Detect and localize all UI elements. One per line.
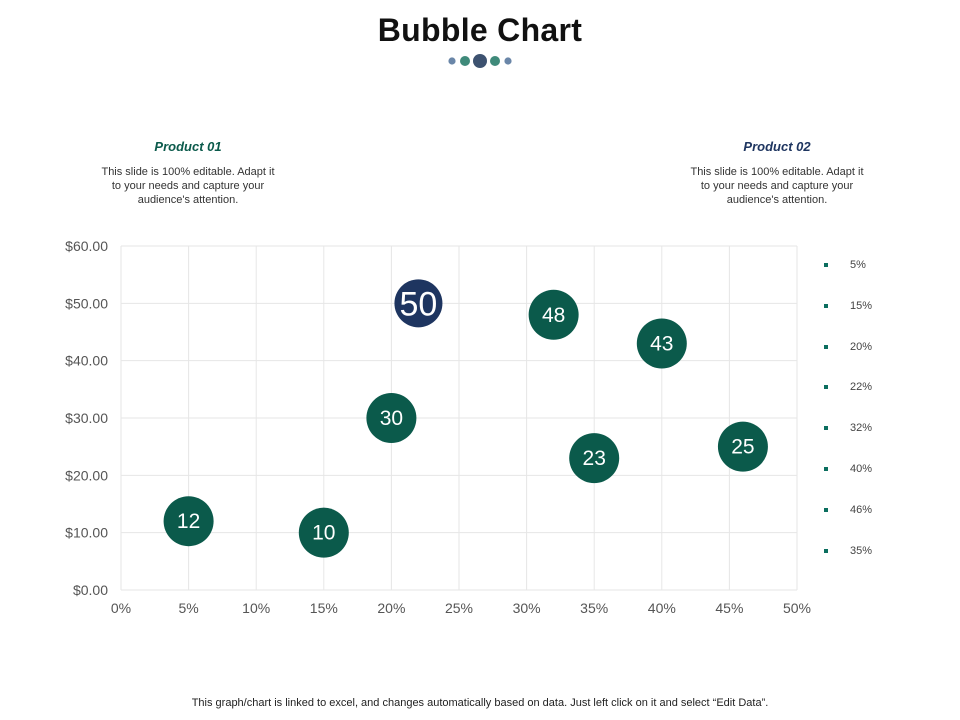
bubble-label: 12 [177,510,200,533]
product-02-title: Product 02 [743,139,811,154]
legend-item[interactable]: 46% [820,504,900,518]
legend-swatch [824,385,828,390]
deco-dot [448,57,456,65]
x-tick-label: 40% [648,600,676,616]
bubble-label: 48 [542,304,565,327]
legend-label: 40% [850,463,873,475]
deco-dot [504,57,512,65]
legend-label: 46% [850,503,873,516]
legend-label: 15% [850,299,873,312]
legend-item[interactable]: 5% [820,259,900,273]
y-tick-label: $20.00 [65,467,108,483]
legend-label: 35% [850,544,873,557]
legend-item[interactable]: 15% [820,300,900,314]
legend-item[interactable]: 32% [820,422,900,436]
bubble-label: 25 [731,436,754,459]
legend-label: 32% [850,422,873,435]
bubble[interactable] [394,279,443,328]
legend-label: 5% [850,259,866,271]
bubble-label: 30 [380,407,403,430]
page-title: Bubble Chart [377,12,583,48]
product-01-description: This slide is 100% editable. Adapt it to… [101,166,275,206]
legend-swatch [824,263,828,267]
y-tick-label: $60.00 [65,238,108,254]
legend-swatch [824,507,828,512]
bubble[interactable] [366,393,417,443]
legend-swatch [824,303,828,308]
x-tick-label: 25% [445,600,473,616]
legend-swatch [824,426,828,431]
bubble[interactable] [717,421,768,472]
legend-item[interactable]: 40% [820,463,900,477]
bubble[interactable] [528,289,579,340]
deco-dot [460,56,470,66]
footer-note: This graph/chart is linked to excel, and… [191,697,769,709]
legend-swatch [824,344,828,349]
bubble[interactable] [298,507,349,558]
bubble-label: 43 [650,332,673,355]
y-tick-label: $0.00 [73,582,108,598]
y-tick-label: $30.00 [65,410,108,426]
x-tick-label: 0% [111,600,131,616]
title-decoration [448,54,512,68]
bubble-label: 50 [400,285,438,323]
bubble[interactable] [569,433,620,484]
legend-label: 22% [850,381,873,394]
deco-dot [473,54,487,68]
x-tick-label: 45% [715,600,743,616]
legend-item[interactable]: 22% [820,381,900,395]
x-tick-label: 30% [513,600,541,616]
legend-label: 20% [850,340,873,353]
product-02-description: This slide is 100% editable. Adapt it to… [690,166,864,206]
y-tick-label: $40.00 [65,353,108,369]
bubble-label: 10 [312,522,335,545]
legend-item[interactable]: 35% [820,545,900,559]
x-tick-label: 5% [178,600,198,616]
bubble[interactable] [636,318,687,369]
x-tick-label: 50% [783,600,811,616]
x-tick-label: 20% [377,600,405,616]
legend-swatch [824,467,828,471]
legend-swatch [824,548,828,553]
deco-dot [490,56,500,66]
y-tick-label: $10.00 [65,525,108,541]
bubble-label: 23 [583,447,606,470]
x-tick-label: 10% [242,600,270,616]
bubble[interactable] [163,496,214,547]
product-02-block: Product 02 This slide is 100% editable. … [677,139,877,207]
product-01-block: Product 01 This slide is 100% editable. … [88,139,288,207]
x-tick-label: 15% [310,600,338,616]
x-tick-label: 35% [580,600,608,616]
legend-item[interactable]: 20% [820,341,900,355]
product-01-title: Product 01 [154,139,222,154]
y-tick-label: $50.00 [65,295,108,311]
